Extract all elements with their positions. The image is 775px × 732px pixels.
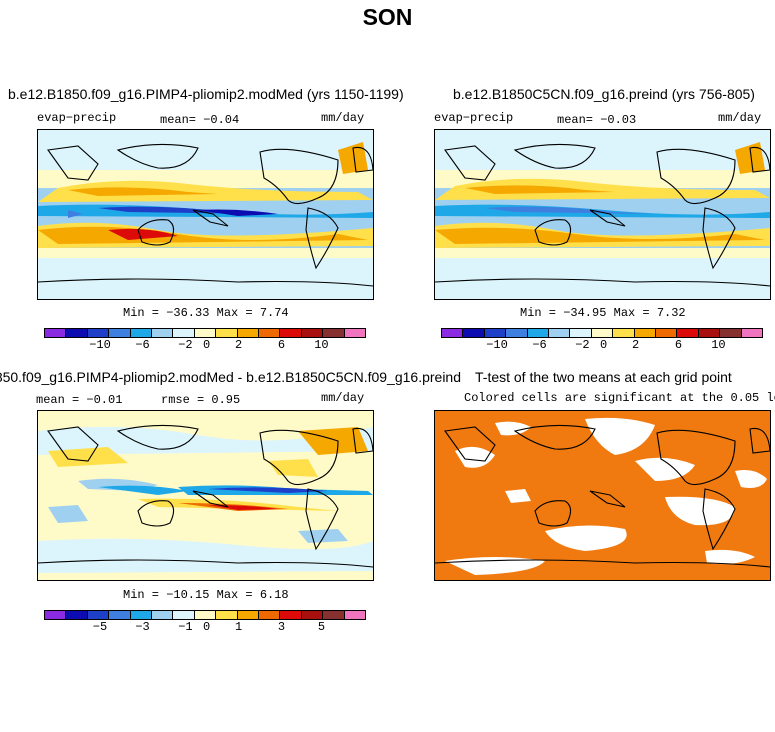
panel1-units: mm/day — [321, 111, 365, 125]
colorbar-swatch — [527, 329, 550, 337]
panel2-min-max: Min = −34.95 Max = 7.32 — [520, 306, 686, 320]
colorbar-swatch — [484, 329, 507, 337]
panel3-colorbar — [44, 610, 366, 620]
panel2-map — [434, 129, 771, 300]
colorbar-swatch — [194, 611, 217, 619]
colorbar-swatch — [66, 329, 88, 337]
panel2-map-svg — [435, 130, 770, 299]
colorbar-swatch — [301, 329, 324, 337]
colorbar-tick-label: 10 — [314, 338, 329, 352]
colorbar-swatch — [506, 329, 528, 337]
panel3-units: mm/day — [321, 391, 365, 405]
panel1-variable-label: evap−precip — [37, 111, 117, 125]
colorbar-swatch — [130, 329, 153, 337]
panel1-title: b.e12.B1850.f09_g16.PIMP4-pliomip2.modMe… — [8, 86, 404, 102]
panel4-title: T-test of the two means at each grid poi… — [475, 369, 732, 385]
colorbar-tick-label: −6 — [532, 338, 547, 352]
colorbar-tick-label: 2 — [234, 338, 243, 352]
colorbar-swatch — [323, 611, 345, 619]
colorbar-swatch — [237, 329, 260, 337]
colorbar-swatch — [66, 611, 88, 619]
colorbar-swatch — [344, 329, 366, 337]
panel3-rmse: rmse = 0.95 — [161, 393, 241, 407]
colorbar-tick-label: 0 — [202, 338, 211, 352]
colorbar-swatch — [741, 329, 763, 337]
panel1-min-max: Min = −36.33 Max = 7.74 — [123, 306, 289, 320]
colorbar-tick-label: 5 — [317, 620, 326, 634]
colorbar-swatch — [301, 611, 324, 619]
colorbar-tick-label: −1 — [178, 620, 193, 634]
colorbar-swatch — [280, 329, 302, 337]
colorbar-swatch — [173, 611, 195, 619]
panel1-map — [37, 129, 374, 300]
colorbar-tick-label: 0 — [599, 338, 608, 352]
panel2-colorbar-ticks: −10 −6 −2 0 2 6 10 — [441, 338, 761, 352]
colorbar-tick-label: 1 — [234, 620, 243, 634]
colorbar-swatch — [152, 329, 174, 337]
panel4-subtitle: Colored cells are significant at the 0.0… — [464, 391, 775, 405]
colorbar-swatch — [591, 329, 614, 337]
colorbar-swatch — [698, 329, 721, 337]
colorbar-swatch — [463, 329, 485, 337]
panel1-mean: mean= −0.04 — [160, 113, 240, 127]
colorbar-tick-label: −5 — [92, 620, 108, 634]
colorbar-tick-label: −2 — [178, 338, 193, 352]
colorbar-swatch — [130, 611, 153, 619]
colorbar-swatch — [442, 329, 464, 337]
colorbar-swatch — [259, 611, 281, 619]
colorbar-swatch — [677, 329, 699, 337]
colorbar-tick-label: 6 — [674, 338, 683, 352]
colorbar-swatch — [216, 329, 238, 337]
colorbar-swatch — [720, 329, 742, 337]
colorbar-swatch — [173, 329, 195, 337]
colorbar-tick-label: 0 — [202, 620, 211, 634]
colorbar-swatch — [87, 329, 110, 337]
colorbar-tick-label: −10 — [486, 338, 508, 352]
panel3-min-max: Min = −10.15 Max = 6.18 — [123, 588, 289, 602]
colorbar-swatch — [109, 329, 131, 337]
colorbar-tick-label: −2 — [575, 338, 590, 352]
panel4-map-svg — [435, 411, 770, 580]
colorbar-swatch — [216, 611, 238, 619]
colorbar-swatch — [344, 611, 366, 619]
colorbar-swatch — [259, 329, 281, 337]
colorbar-swatch — [549, 329, 571, 337]
panel3-title: b.e12.B1850.f09_g16.PIMP4-pliomip2.modMe… — [0, 369, 461, 385]
colorbar-swatch — [656, 329, 678, 337]
colorbar-tick-label: 6 — [277, 338, 286, 352]
colorbar-swatch — [152, 611, 174, 619]
colorbar-tick-label: 2 — [631, 338, 640, 352]
figure-title: SON — [362, 4, 413, 30]
colorbar-tick-label: 3 — [277, 620, 286, 634]
panel1-colorbar — [44, 328, 366, 338]
colorbar-swatch — [45, 611, 67, 619]
colorbar-swatch — [323, 329, 345, 337]
colorbar-swatch — [570, 329, 592, 337]
colorbar-swatch — [634, 329, 657, 337]
panel3-map — [37, 410, 374, 581]
colorbar-swatch — [237, 611, 260, 619]
panel3-title-clip: b.e12.B1850.f09_g16.PIMP4-pliomip2.modMe… — [0, 369, 461, 387]
panel3-colorbar-ticks: −5 −3 −1 0 1 3 5 — [44, 620, 364, 634]
colorbar-swatch — [194, 329, 217, 337]
panel2-colorbar — [441, 328, 763, 338]
panel3-map-svg — [38, 411, 373, 580]
panel2-units: mm/day — [718, 111, 762, 125]
panel4-map — [434, 410, 771, 581]
panel2-mean: mean= −0.03 — [557, 113, 637, 127]
colorbar-swatch — [109, 611, 131, 619]
panel3-mean: mean = −0.01 — [36, 393, 123, 407]
colorbar-swatch — [45, 329, 67, 337]
colorbar-tick-label: 10 — [711, 338, 726, 352]
colorbar-swatch — [280, 611, 302, 619]
colorbar-swatch — [87, 611, 110, 619]
panel2-variable-label: evap−precip — [434, 111, 514, 125]
colorbar-swatch — [613, 329, 635, 337]
colorbar-tick-label: −6 — [135, 338, 150, 352]
colorbar-tick-label: −3 — [135, 620, 150, 634]
colorbar-tick-label: −10 — [89, 338, 111, 352]
panel2-title: b.e12.B1850C5CN.f09_g16.preind (yrs 756-… — [453, 86, 755, 102]
panel1-colorbar-ticks: −10 −6 −2 0 2 6 10 — [44, 338, 364, 352]
panel1-map-svg — [38, 130, 373, 299]
